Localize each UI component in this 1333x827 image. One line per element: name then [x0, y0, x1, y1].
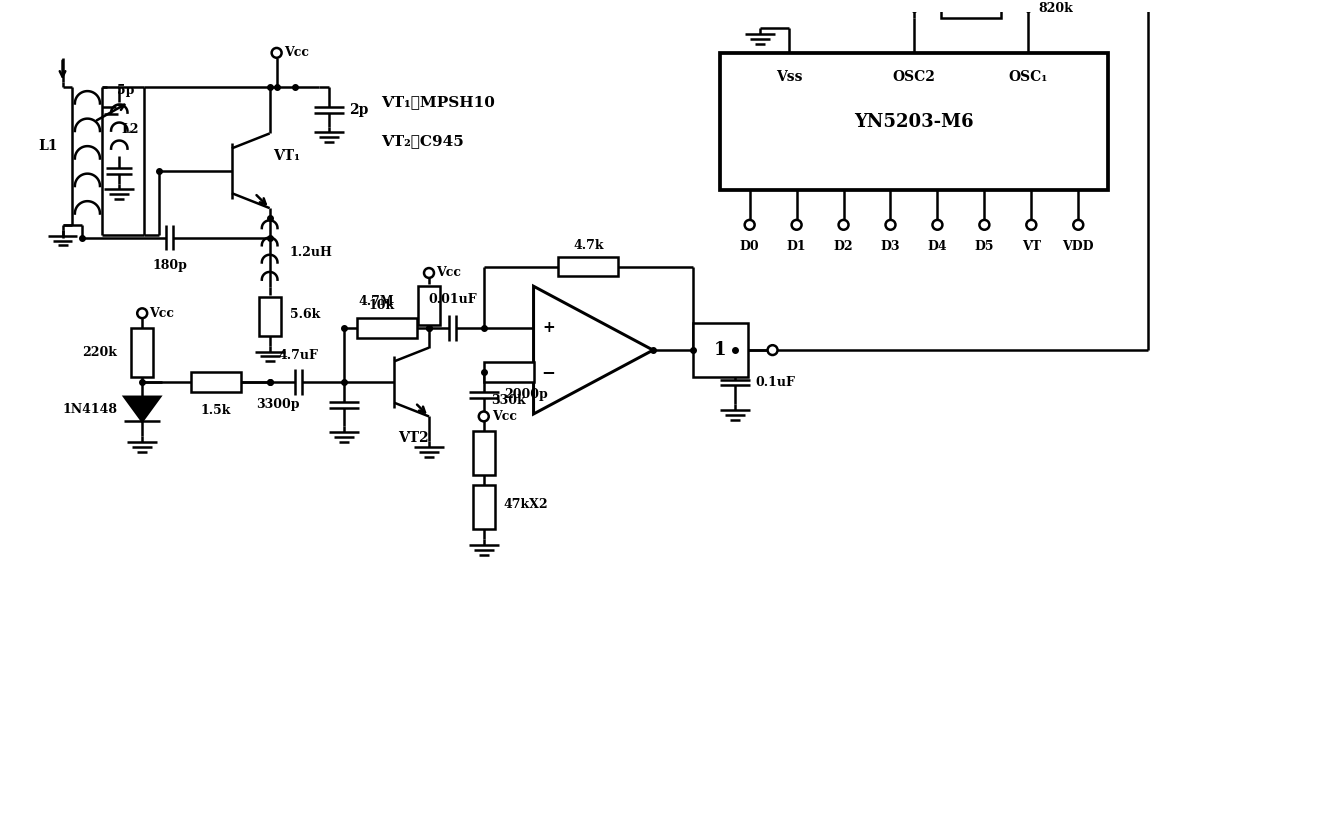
- Text: L2: L2: [121, 122, 139, 136]
- Text: 1.2uH: 1.2uH: [289, 246, 332, 259]
- Circle shape: [933, 220, 942, 230]
- Text: YN5203-M6: YN5203-M6: [854, 112, 974, 131]
- Text: D2: D2: [833, 240, 853, 252]
- Bar: [419, 286, 440, 325]
- Bar: [720, 53, 1108, 190]
- Text: 4.7uF: 4.7uF: [279, 349, 319, 362]
- Circle shape: [838, 220, 849, 230]
- Text: −: −: [541, 363, 556, 381]
- Text: 2000p: 2000p: [504, 389, 548, 401]
- Text: 1.5k: 1.5k: [201, 404, 231, 417]
- Bar: [473, 485, 495, 529]
- Circle shape: [137, 308, 147, 318]
- Text: VT2: VT2: [397, 431, 428, 445]
- Text: D4: D4: [928, 240, 948, 252]
- Circle shape: [272, 48, 281, 58]
- Text: 5.6k: 5.6k: [289, 308, 320, 321]
- Text: 0.01uF: 0.01uF: [428, 294, 477, 306]
- Text: 47kX2: 47kX2: [504, 499, 548, 511]
- Circle shape: [768, 345, 777, 355]
- Text: 4.7M: 4.7M: [359, 295, 395, 308]
- Text: Vss: Vss: [776, 70, 802, 84]
- Text: OSC2: OSC2: [893, 70, 936, 84]
- Circle shape: [479, 412, 489, 421]
- Text: 220k: 220k: [83, 346, 117, 359]
- Bar: [941, 0, 1001, 18]
- Circle shape: [980, 220, 989, 230]
- Text: 5p: 5p: [117, 84, 135, 97]
- Text: VT: VT: [1022, 240, 1041, 252]
- Circle shape: [1073, 220, 1084, 230]
- Circle shape: [745, 220, 754, 230]
- Bar: [693, 323, 748, 377]
- Text: 330k: 330k: [492, 394, 527, 407]
- Text: Vcc: Vcc: [149, 307, 175, 320]
- Text: D5: D5: [974, 240, 994, 252]
- Text: 820k: 820k: [1038, 2, 1073, 15]
- Bar: [559, 256, 619, 276]
- Text: Vcc: Vcc: [284, 46, 309, 60]
- Text: 2p: 2p: [349, 103, 369, 117]
- Text: 0.1uF: 0.1uF: [754, 376, 794, 389]
- Circle shape: [424, 268, 435, 278]
- Polygon shape: [533, 286, 653, 414]
- Bar: [131, 328, 153, 377]
- Text: VDD: VDD: [1062, 240, 1094, 252]
- Text: 3300p: 3300p: [256, 398, 300, 411]
- Circle shape: [1026, 220, 1036, 230]
- Text: D0: D0: [740, 240, 760, 252]
- Text: D3: D3: [881, 240, 900, 252]
- Text: 1N4148: 1N4148: [63, 403, 117, 416]
- Text: 1: 1: [714, 341, 726, 359]
- Text: D1: D1: [786, 240, 806, 252]
- Text: 4.7k: 4.7k: [573, 239, 604, 252]
- Text: 180p: 180p: [153, 259, 188, 272]
- Circle shape: [792, 220, 801, 230]
- Text: VT₂：C945: VT₂：C945: [381, 134, 464, 148]
- Text: VT₁：MPSH10: VT₁：MPSH10: [381, 95, 495, 109]
- Text: VT₁: VT₁: [273, 149, 300, 163]
- Text: L1: L1: [39, 139, 57, 153]
- Bar: [473, 431, 495, 475]
- Bar: [191, 372, 241, 392]
- Text: 10k: 10k: [368, 299, 395, 312]
- Bar: [357, 318, 416, 337]
- Polygon shape: [124, 397, 160, 421]
- Bar: [259, 297, 281, 336]
- Text: Vcc: Vcc: [492, 410, 517, 423]
- Text: OSC₁: OSC₁: [1009, 70, 1048, 84]
- Bar: [484, 362, 533, 382]
- Text: Vcc: Vcc: [436, 266, 461, 280]
- Text: +: +: [543, 321, 555, 336]
- Circle shape: [885, 220, 896, 230]
